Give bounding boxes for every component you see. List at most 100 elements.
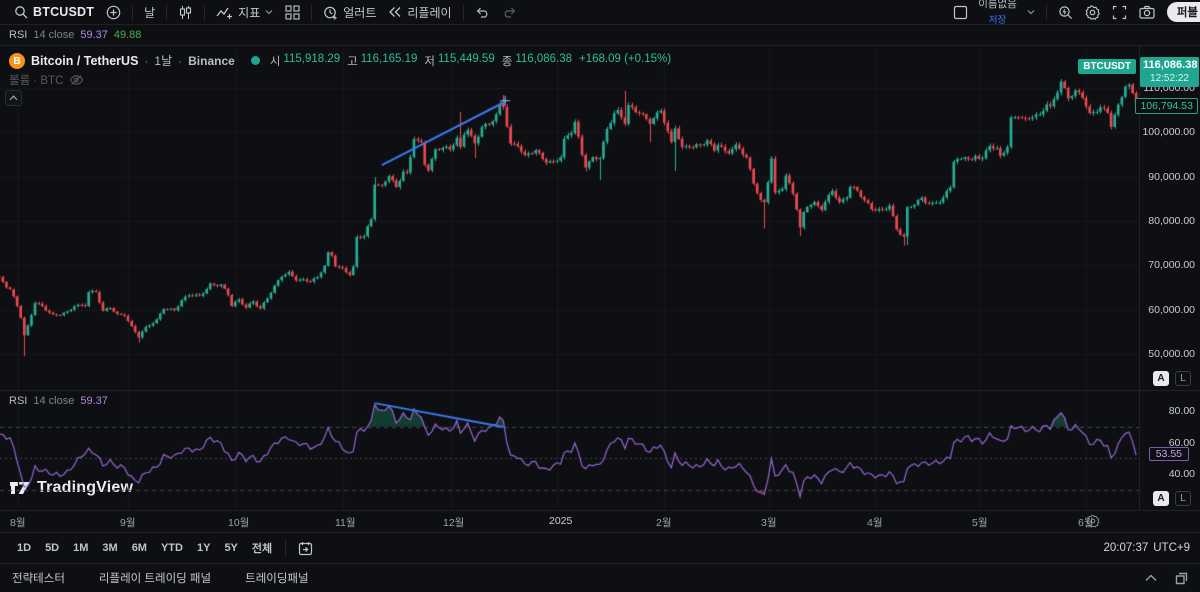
rewind-icon	[388, 6, 402, 18]
rsi-tick-label: 80.00	[1169, 405, 1195, 417]
single-layout-icon	[953, 5, 968, 20]
range-button-6m[interactable]: 6M	[125, 539, 154, 557]
open-label: 시	[270, 53, 281, 69]
range-button-1y[interactable]: 1Y	[190, 539, 217, 557]
interval-label: 날	[144, 4, 155, 21]
toolbar-divider	[166, 5, 167, 20]
undo-icon	[475, 6, 490, 18]
redo-button[interactable]	[496, 4, 523, 20]
price-level-label: 106,794.53	[1135, 98, 1198, 114]
settings-button[interactable]	[1079, 3, 1106, 22]
legend-interval: 1날	[154, 52, 172, 69]
time-axis-label: 5월	[972, 515, 988, 530]
interval-button[interactable]: 날	[138, 2, 161, 23]
rsi-top-name[interactable]: RSI	[9, 29, 27, 41]
range-button-ytd[interactable]: YTD	[154, 539, 190, 557]
symbol-search-button[interactable]: BTCUSDT	[8, 3, 100, 21]
range-button-5d[interactable]: 5D	[38, 539, 66, 557]
indicator-templates-button[interactable]	[279, 3, 306, 22]
indicators-label: 지표	[238, 4, 260, 21]
rsi-current-badge: 53.55	[1149, 447, 1189, 461]
fullscreen-icon	[1112, 5, 1127, 20]
chevron-up-icon	[9, 95, 18, 101]
go-to-date-button[interactable]	[292, 539, 319, 558]
time-axis-label: 6월	[1078, 515, 1094, 530]
main-chart-canvas[interactable]	[0, 46, 1200, 390]
range-button-5y[interactable]: 5Y	[217, 539, 244, 557]
legend-exchange: Binance	[188, 54, 235, 68]
last-price-symbol-badge: BTCUSDT	[1078, 59, 1136, 74]
grid-templates-icon	[285, 5, 300, 20]
alert-label: 얼러트	[343, 4, 376, 21]
toolbar-divider	[204, 5, 205, 20]
layout-button[interactable]	[947, 3, 974, 22]
rsi-name[interactable]: RSI	[9, 395, 27, 407]
indicators-button[interactable]: 지표	[210, 2, 279, 23]
rsi-chart-canvas[interactable]	[0, 391, 1200, 511]
range-button-1d[interactable]: 1D	[10, 539, 38, 557]
low-label: 저	[424, 53, 435, 69]
time-axis-label: 10월	[228, 515, 249, 530]
layout-menu-chevron[interactable]	[1021, 7, 1041, 17]
publish-label: 퍼블	[1177, 4, 1198, 20]
alert-button[interactable]: 얼러트	[317, 2, 382, 23]
top-toolbar: BTCUSDT 날 지표	[0, 0, 1200, 25]
chart-style-button[interactable]	[172, 3, 199, 22]
clock-timezone: UTC+9	[1153, 542, 1190, 554]
close-label: 종	[502, 53, 513, 69]
panel-expand-chevron-icon[interactable]	[1145, 574, 1157, 582]
log-scale-button[interactable]: L	[1175, 371, 1191, 386]
fullscreen-button[interactable]	[1106, 3, 1133, 22]
compare-add-button[interactable]	[100, 3, 127, 22]
bottom-toolbar: 1D5D1M3M6MYTD1Y5Y전체 20:07:37 UTC+9	[0, 532, 1200, 563]
price-tick-label: 50,000.00	[1148, 348, 1195, 360]
toolbar-divider	[1046, 5, 1047, 20]
bottom-tab-1[interactable]: 리플레이 트레이딩 패널	[99, 570, 211, 586]
toolbar-divider	[311, 5, 312, 20]
price-tick-label: 80,000.00	[1148, 215, 1195, 227]
change-value: +168.09 (+0.15%)	[579, 53, 671, 69]
time-axis-label: 12월	[443, 515, 464, 530]
quick-search-button[interactable]	[1052, 3, 1079, 22]
high-label: 고	[347, 53, 358, 69]
indicators-icon	[216, 5, 233, 20]
range-button-1m[interactable]: 1M	[66, 539, 95, 557]
bar-countdown: 12:52:22	[1143, 73, 1196, 86]
market-status-dot	[251, 56, 260, 65]
time-axis-label: 8월	[10, 515, 26, 530]
camera-icon	[1139, 5, 1155, 19]
symbol-title[interactable]: Bitcoin / TetherUS	[31, 54, 138, 68]
panel-restore-icon[interactable]	[1175, 572, 1188, 585]
auto-scale-button[interactable]: A	[1153, 371, 1169, 386]
date-range-buttons: 1D5D1M3M6MYTD1Y5Y전체	[10, 537, 279, 559]
snapshot-button[interactable]	[1133, 3, 1161, 21]
bottom-tab-0[interactable]: 전략테스터	[12, 570, 65, 586]
time-axis-label: 9월	[120, 515, 136, 530]
pane-collapse-button[interactable]	[5, 90, 22, 106]
undo-button[interactable]	[469, 4, 496, 20]
rsi-log-scale-button[interactable]: L	[1175, 491, 1191, 506]
main-chart-legend: B Bitcoin / TetherUS · 1날 · Binance 시 11…	[9, 52, 671, 69]
volume-label[interactable]: 볼륨 · BTC	[9, 72, 63, 88]
scale-mode-buttons: A L	[1153, 371, 1191, 386]
replay-button[interactable]: 리플레이	[382, 2, 457, 23]
eye-off-icon[interactable]	[69, 74, 84, 86]
rsi-auto-scale-button[interactable]: A	[1153, 491, 1169, 506]
plus-circle-icon	[106, 5, 121, 20]
ohlc-values: 시 115,918.29 고 116,165.19 저 115,449.59 종…	[270, 53, 671, 69]
gear-icon	[1085, 5, 1100, 20]
publish-button[interactable]: 퍼블	[1167, 2, 1200, 22]
toolbar-divider	[463, 5, 464, 20]
tradingview-app: BTCUSDT 날 지표	[0, 0, 1200, 592]
price-tick-label: 70,000.00	[1148, 259, 1195, 271]
rsi-top-params: 14 close	[33, 29, 74, 41]
bottom-tab-2[interactable]: 트레이딩패널	[245, 570, 308, 586]
rsi-tick-label: 40.00	[1169, 468, 1195, 480]
low-value: 115,449.59	[438, 53, 495, 69]
layout-name-save[interactable]: 이름없음 저장	[974, 0, 1021, 27]
clock[interactable]: 20:07:37 UTC+9	[1103, 542, 1190, 554]
range-button-전체[interactable]: 전체	[245, 537, 279, 559]
bottom-tabs-bar: 전략테스터 리플레이 트레이딩 패널 트레이딩패널	[0, 563, 1200, 592]
range-button-3m[interactable]: 3M	[95, 539, 124, 557]
time-axis[interactable]: 8월9월10월11월12월20252월3월4월5월6월	[0, 510, 1200, 532]
